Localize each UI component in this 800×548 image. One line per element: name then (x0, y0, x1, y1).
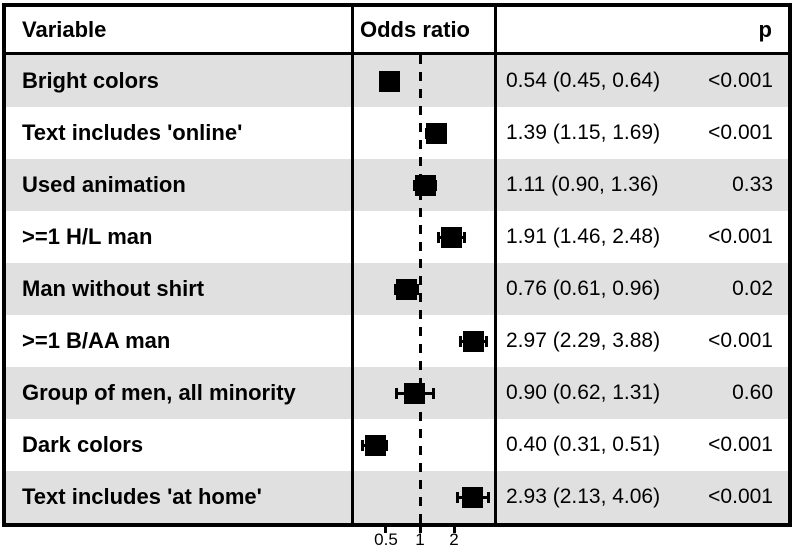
variable-label: Used animation (22, 172, 186, 197)
ci-cap-right (416, 283, 420, 295)
ci-cap-left (437, 231, 441, 243)
p-value-text: <0.001 (708, 329, 773, 352)
estimate-ci-text: 2.93 (2.13, 4.06) (506, 485, 661, 508)
axis-tick-label: 2 (449, 530, 459, 548)
ci-cap-right (431, 387, 435, 399)
table-row: Group of men, all minority 0.90 (0.62, 1.… (6, 367, 788, 419)
table-row: Man without shirt 0.76 (0.61, 0.96) 0.02 (6, 263, 788, 315)
p-value-text: <0.001 (708, 69, 773, 92)
forest-plot-cell (351, 107, 497, 159)
ci-cap-right (487, 491, 491, 503)
table-row: Dark colors 0.40 (0.31, 0.51) <0.001 (6, 419, 788, 471)
forest-plot-cell (351, 471, 497, 523)
table-row: >=1 H/L man 1.91 (1.46, 2.48) <0.001 (6, 211, 788, 263)
p-value-text: <0.001 (708, 225, 773, 248)
row-values: 0.90 (0.62, 1.31) 0.60 (497, 367, 788, 419)
row-values: 1.91 (1.46, 2.48) <0.001 (497, 211, 788, 263)
variable-label: >=1 B/AA man (22, 328, 171, 353)
forest-plot-cell (351, 315, 497, 367)
variable-label: Text includes 'online' (22, 120, 243, 145)
or-marker (404, 382, 426, 404)
ci-cap-left (455, 491, 459, 503)
reference-line-or-1 (418, 55, 422, 523)
estimate-ci-text: 0.76 (0.61, 0.96) (506, 277, 661, 300)
ci-cap-right (385, 439, 389, 451)
variable-label: Man without shirt (22, 276, 205, 301)
or-marker (441, 226, 463, 248)
ci-cap-left (394, 283, 398, 295)
axis-tick-label: 0.5 (374, 530, 398, 548)
axis-tick-mark (452, 527, 456, 533)
header-p-value: p (758, 16, 772, 42)
p-value-text: <0.001 (708, 485, 773, 508)
variable-label: Group of men, all minority (22, 380, 296, 405)
table-row: Text includes 'at home' 2.93 (2.13, 4.06)… (6, 471, 788, 523)
forest-plot-cell (351, 55, 497, 107)
p-value-text: <0.001 (708, 433, 773, 456)
row-values: 0.54 (0.45, 0.64) <0.001 (497, 55, 788, 107)
ci-cap-right (463, 231, 467, 243)
forest-plot-cell (351, 211, 497, 263)
or-marker (462, 486, 484, 508)
p-value-text: 0.60 (732, 381, 773, 404)
or-marker (414, 174, 436, 196)
or-marker (364, 434, 386, 456)
row-values: 0.40 (0.31, 0.51) <0.001 (497, 419, 788, 471)
x-axis: 0.5 1 2 (354, 527, 494, 548)
ci-cap-left (459, 335, 463, 347)
variable-label: Bright colors (22, 68, 159, 93)
variable-label: >=1 H/L man (22, 224, 153, 249)
forest-plot-cell (351, 367, 497, 419)
or-marker (462, 330, 484, 352)
estimate-ci-text: 0.90 (0.62, 1.31) (506, 381, 661, 404)
or-marker (425, 122, 447, 144)
variable-label: Dark colors (22, 432, 144, 457)
p-value-text: <0.001 (708, 121, 773, 144)
table-row: >=1 B/AA man 2.97 (2.29, 3.88) <0.001 (6, 315, 788, 367)
estimate-ci-text: 0.40 (0.31, 0.51) (506, 433, 661, 456)
axis-tick-mark (418, 527, 422, 533)
row-values: 2.97 (2.29, 3.88) <0.001 (497, 315, 788, 367)
table-rows: Bright colors 0.54 (0.45, 0.64) <0.001 Text… (6, 55, 788, 523)
header-variable: Variable (22, 16, 107, 42)
ci-cap-left (395, 387, 399, 399)
or-marker (396, 278, 418, 300)
forest-plot-cell (351, 419, 497, 471)
estimate-ci-text: 0.54 (0.45, 0.64) (506, 69, 661, 92)
p-value-text: 0.02 (732, 277, 773, 300)
row-values: 1.39 (1.15, 1.69) <0.001 (497, 107, 788, 159)
estimate-ci-text: 1.91 (1.46, 2.48) (506, 225, 661, 248)
forest-plot-cell (351, 263, 497, 315)
table-row: Used animation 1.11 (0.90, 1.36) 0.33 (6, 159, 788, 211)
ci-cap-left (361, 439, 365, 451)
p-value-text: 0.33 (732, 173, 773, 196)
row-values: 1.11 (0.90, 1.36) 0.33 (497, 159, 788, 211)
row-values: 0.76 (0.61, 0.96) 0.02 (497, 263, 788, 315)
estimate-ci-text: 2.97 (2.29, 3.88) (506, 329, 661, 352)
odds-ratio-table: Variable Odds ratio p Bright colors 0.54 … (2, 3, 792, 527)
forest-plot-cell (351, 159, 497, 211)
or-marker (379, 70, 401, 92)
table-header-row: Variable Odds ratio p (6, 7, 788, 55)
estimate-ci-text: 1.11 (0.90, 1.36) (506, 173, 659, 196)
table-row: Text includes 'online' 1.39 (1.15, 1.69) <… (6, 107, 788, 159)
axis-tick-mark (384, 527, 388, 533)
variable-label: Text includes 'at home' (22, 484, 262, 509)
header-odds-ratio: Odds ratio (351, 7, 497, 52)
ci-cap-right (485, 335, 489, 347)
table-row: Bright colors 0.54 (0.45, 0.64) <0.001 (6, 55, 788, 107)
row-values: 2.93 (2.13, 4.06) <0.001 (497, 471, 788, 523)
axis-tick-label: 1 (415, 530, 425, 548)
estimate-ci-text: 1.39 (1.15, 1.69) (506, 121, 661, 144)
